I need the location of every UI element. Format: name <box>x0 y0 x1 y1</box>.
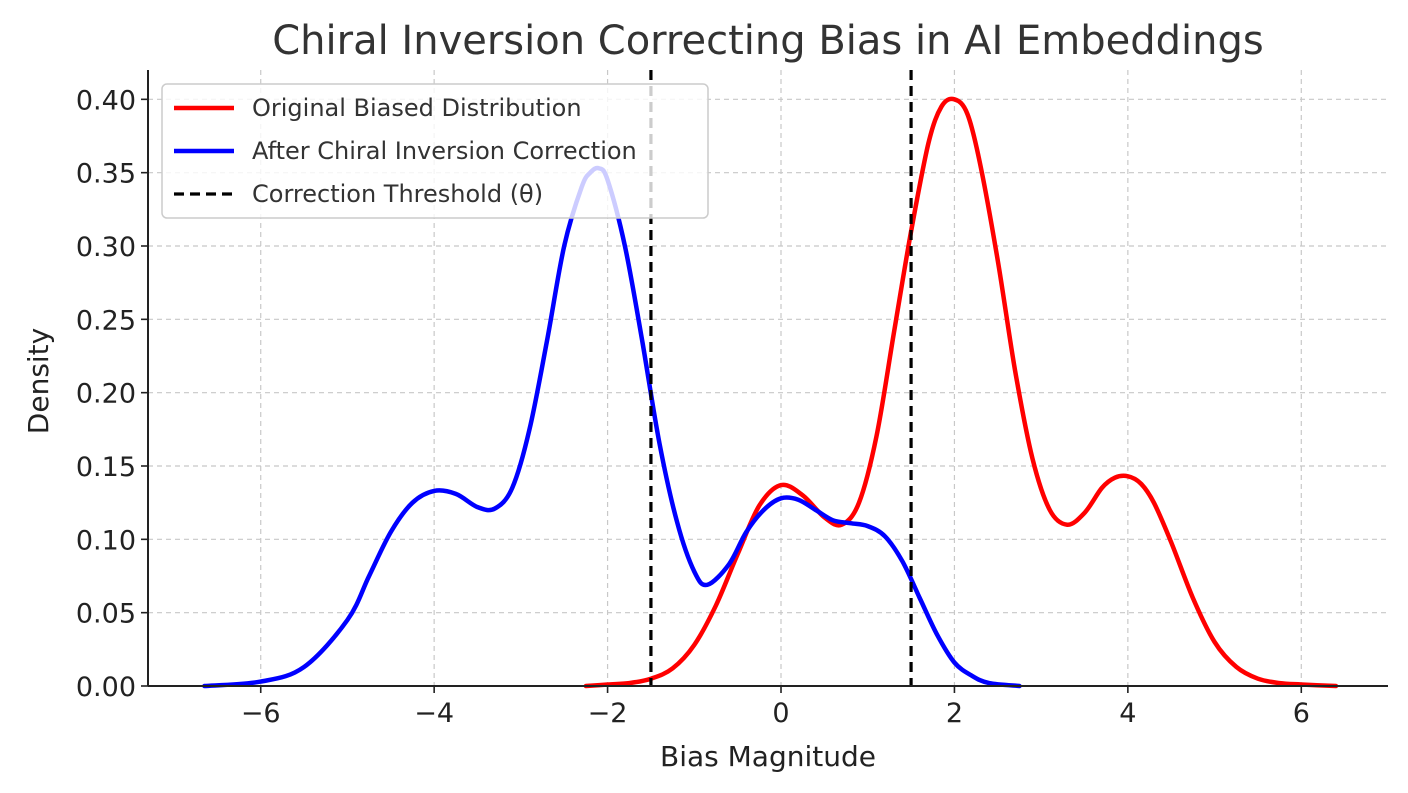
y-tick-label: 0.30 <box>76 232 136 263</box>
x-tick-label: 6 <box>1293 698 1310 729</box>
legend-label: Correction Threshold (θ) <box>252 180 543 208</box>
legend-label: After Chiral Inversion Correction <box>252 137 637 165</box>
x-tick-label: 4 <box>1119 698 1136 729</box>
ticks: −6 −4 −2 0 2 4 6 0.00 0.05 0.10 0.15 0.20 0.25 0.30 0.… <box>76 85 1310 729</box>
y-tick-label: 0.40 <box>76 85 136 116</box>
chart-title: Chiral Inversion Correcting Bias in AI E… <box>272 18 1264 64</box>
y-tick-label: 0.35 <box>76 159 136 190</box>
x-axis-label: Bias Magnitude <box>660 740 876 773</box>
y-tick-label: 0.00 <box>76 672 136 703</box>
x-tick-label: −2 <box>588 698 628 729</box>
y-tick-label: 0.15 <box>76 452 136 483</box>
legend: Original Biased Distribution After Chiral… <box>161 83 709 219</box>
x-tick-label: 0 <box>772 698 789 729</box>
y-tick-label: 0.25 <box>76 305 136 336</box>
y-tick-label: 0.05 <box>76 599 136 630</box>
x-tick-label: −6 <box>241 698 281 729</box>
legend-label: Original Biased Distribution <box>252 94 582 122</box>
y-tick-label: 0.10 <box>76 525 136 556</box>
y-tick-label: 0.20 <box>76 379 136 410</box>
legend-box <box>161 83 709 219</box>
x-tick-label: −4 <box>414 698 454 729</box>
corrected-distribution-curve <box>202 165 1022 689</box>
original-distribution-curve <box>583 96 1339 689</box>
y-axis-label: Density <box>22 328 55 434</box>
x-tick-label: 2 <box>946 698 963 729</box>
